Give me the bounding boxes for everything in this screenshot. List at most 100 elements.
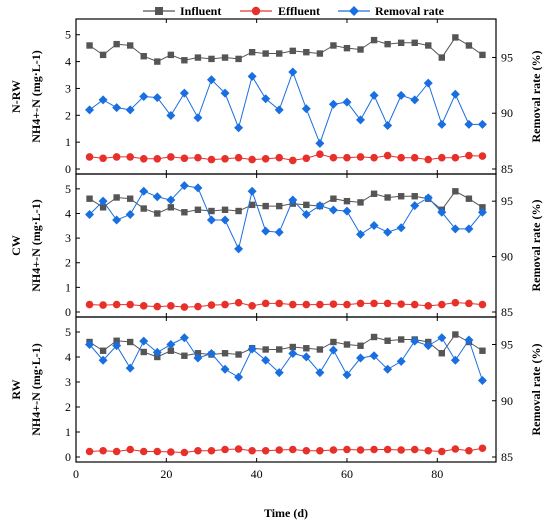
point-influent bbox=[113, 40, 120, 48]
point-influent bbox=[154, 210, 161, 217]
y-right-tick-label: 95 bbox=[501, 50, 513, 64]
point-effluent bbox=[194, 153, 202, 162]
point-effluent bbox=[99, 154, 107, 163]
point-influent bbox=[330, 195, 337, 202]
point-influent bbox=[140, 348, 147, 356]
point-removal bbox=[139, 92, 149, 101]
point-influent bbox=[452, 34, 459, 41]
point-effluent bbox=[99, 446, 107, 455]
point-effluent bbox=[478, 152, 487, 160]
point-effluent bbox=[410, 153, 419, 162]
point-removal bbox=[301, 104, 311, 114]
point-removal bbox=[423, 341, 433, 351]
point-removal bbox=[179, 88, 189, 98]
point-influent bbox=[126, 195, 134, 202]
point-removal bbox=[396, 90, 406, 100]
point-effluent bbox=[478, 300, 487, 309]
point-effluent bbox=[410, 300, 419, 309]
point-effluent bbox=[288, 156, 297, 165]
legend-label-effluent: Effluent bbox=[278, 4, 320, 18]
point-influent bbox=[140, 205, 147, 212]
point-effluent bbox=[139, 302, 148, 310]
point-effluent bbox=[139, 447, 148, 456]
point-effluent bbox=[153, 447, 162, 456]
point-removal bbox=[301, 352, 311, 362]
point-effluent bbox=[465, 446, 473, 455]
panel-name: CW bbox=[9, 235, 23, 256]
point-influent bbox=[126, 42, 134, 49]
point-effluent bbox=[194, 302, 202, 311]
point-removal bbox=[477, 376, 487, 385]
point-influent bbox=[397, 336, 405, 343]
point-removal bbox=[112, 215, 122, 225]
panel-rw: 0 1 2 3 4 5 85 90 95 0 20 40 60 80 NH4+-N (mg·L-1) RW Re… bbox=[9, 316, 543, 481]
y-left-tick-label: 4 bbox=[65, 206, 71, 220]
point-influent bbox=[235, 351, 242, 358]
point-influent bbox=[181, 352, 188, 359]
point-effluent bbox=[126, 445, 134, 454]
point-removal bbox=[152, 192, 162, 202]
point-removal bbox=[274, 105, 284, 115]
point-effluent bbox=[302, 446, 311, 455]
point-removal bbox=[369, 351, 379, 361]
point-influent bbox=[126, 338, 134, 346]
point-effluent bbox=[275, 153, 284, 162]
point-influent bbox=[140, 53, 147, 60]
legend-label-removal: Removal rate bbox=[375, 4, 445, 18]
point-influent bbox=[99, 51, 107, 59]
point-removal bbox=[356, 353, 366, 363]
x-tick-label: 20 bbox=[160, 467, 172, 481]
y-right-tick-label: 95 bbox=[501, 338, 513, 352]
y-right-label: Removal rate (%) bbox=[529, 200, 543, 292]
y-right-label: Removal rate (%) bbox=[529, 51, 543, 143]
point-influent bbox=[167, 204, 175, 211]
point-effluent bbox=[465, 151, 473, 160]
y-right-tick-label: 85 bbox=[501, 450, 513, 464]
point-removal bbox=[369, 221, 379, 231]
point-effluent bbox=[316, 300, 324, 309]
series-line-effluent bbox=[89, 153, 483, 161]
point-influent bbox=[113, 337, 120, 344]
point-effluent bbox=[167, 153, 175, 161]
x-tick-label: 60 bbox=[341, 467, 353, 481]
point-effluent bbox=[207, 301, 216, 309]
point-influent bbox=[194, 54, 202, 61]
point-removal bbox=[423, 193, 433, 203]
point-removal bbox=[85, 209, 95, 219]
point-removal bbox=[220, 88, 230, 98]
point-removal bbox=[410, 336, 420, 346]
point-removal bbox=[166, 195, 176, 205]
point-effluent bbox=[112, 153, 121, 161]
point-effluent bbox=[180, 154, 189, 163]
y-left-tick-label: 5 bbox=[65, 325, 71, 339]
point-removal bbox=[166, 110, 176, 120]
legend-label-influent: Influent bbox=[180, 4, 221, 18]
series-line-removal bbox=[89, 70, 483, 145]
point-influent bbox=[479, 51, 486, 59]
x-tick-label: 40 bbox=[251, 467, 263, 481]
point-effluent bbox=[126, 300, 134, 309]
point-removal bbox=[288, 349, 298, 358]
point-effluent bbox=[329, 300, 338, 308]
point-removal bbox=[112, 103, 122, 113]
point-influent bbox=[411, 193, 418, 200]
point-removal bbox=[234, 123, 244, 133]
point-influent bbox=[276, 202, 283, 210]
point-influent bbox=[167, 51, 175, 59]
point-influent bbox=[208, 207, 215, 215]
point-removal bbox=[234, 372, 244, 382]
point-removal bbox=[437, 119, 447, 129]
point-removal bbox=[206, 75, 216, 85]
point-influent bbox=[343, 44, 351, 52]
point-removal bbox=[139, 186, 149, 196]
point-effluent bbox=[438, 153, 446, 162]
point-influent bbox=[452, 188, 459, 195]
point-influent bbox=[411, 39, 418, 46]
point-effluent bbox=[261, 154, 270, 163]
point-effluent bbox=[85, 447, 94, 456]
series-line-effluent bbox=[89, 447, 483, 454]
point-effluent bbox=[221, 300, 229, 309]
point-effluent bbox=[370, 153, 378, 162]
point-effluent bbox=[180, 303, 189, 311]
